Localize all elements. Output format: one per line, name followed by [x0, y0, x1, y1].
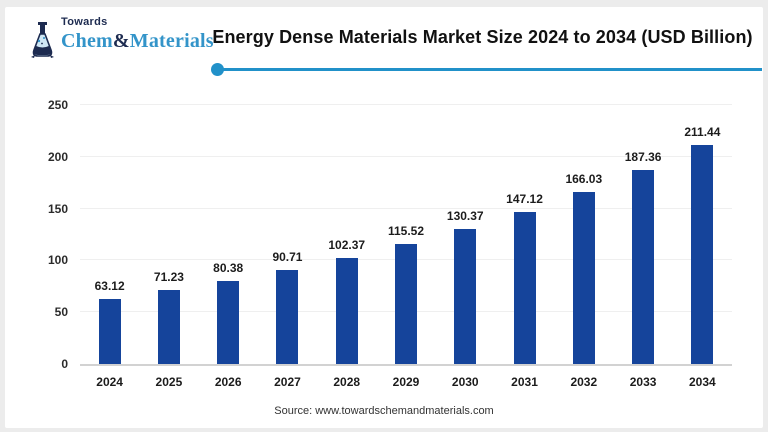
bar-value-label-2032: 166.03	[565, 171, 603, 186]
bar-2026	[217, 280, 240, 364]
bar-value-label-2027: 90.71	[272, 250, 303, 265]
logo: Towards Chem&Materials	[29, 17, 214, 60]
bar-chart-plot-area: 63.12 71.23 80.38 90.71 102.37 115.52 130.37 14…	[80, 104, 732, 366]
bar-2034	[691, 144, 714, 364]
bar-value-label-2033: 187.36	[624, 149, 662, 164]
x-tick-label-2033: 2033	[629, 375, 657, 389]
x-tick-label-2027: 2027	[274, 375, 301, 389]
chart-card: Towards Chem&Materials Energy Dense Mate…	[5, 7, 763, 428]
bar-2033	[632, 169, 655, 364]
x-tick-label-2024: 2024	[96, 375, 123, 389]
y-tick-label-200: 200	[47, 149, 68, 164]
page-title: Energy Dense Materials Market Size 2024 …	[212, 27, 753, 47]
bar-value-label-2028: 102.37	[328, 237, 366, 252]
x-tick-label-2025: 2025	[155, 375, 183, 389]
logo-text: Towards Chem&Materials	[61, 16, 214, 52]
gridline-250	[80, 104, 732, 105]
bar-value-label-2026: 80.38	[213, 260, 244, 275]
logo-brand-amp: &	[112, 30, 130, 52]
x-tick-label-2032: 2032	[570, 375, 598, 389]
x-tick-label-2034: 2034	[689, 375, 716, 389]
x-tick-label-2030: 2030	[451, 375, 479, 389]
bar-2025	[157, 290, 180, 364]
bar-2027	[276, 270, 299, 364]
x-tick-label-2026: 2026	[214, 375, 242, 389]
bar-value-label-2031: 147.12	[506, 191, 543, 206]
y-tick-label-100: 100	[47, 253, 68, 268]
x-tick-label-2028: 2028	[333, 375, 361, 389]
gridline-150	[80, 207, 732, 209]
logo-brand-materials: Materials	[129, 30, 214, 52]
logo-towards: Towards	[61, 16, 108, 28]
bar-2028	[335, 257, 358, 364]
bar-value-label-2034: 211.44	[684, 124, 721, 139]
x-tick-label-2031: 2031	[511, 375, 538, 389]
accent-line	[218, 68, 762, 71]
bar-value-label-2029: 115.52	[387, 224, 425, 239]
bar-2029	[395, 244, 417, 364]
y-tick-label-50: 50	[54, 305, 68, 320]
x-axis: 2024 2025 2026 2027 2028 2029 2030 2031 2032 2033…	[80, 375, 732, 393]
source-attribution: Source: www.towardschemandmaterials.com	[274, 405, 494, 417]
bar-2024	[98, 298, 121, 364]
bar-value-label-2025: 71.23	[153, 270, 184, 285]
logo-brand-chem: Chem	[61, 30, 113, 52]
y-tick-label-250: 250	[47, 98, 68, 112]
accent-dot	[211, 63, 224, 76]
flask-icon	[31, 22, 54, 58]
bar-2031	[513, 211, 536, 364]
gridline-200	[80, 155, 732, 157]
y-tick-label-0: 0	[61, 357, 68, 371]
logo-brand: Chem&Materials	[61, 31, 214, 51]
bar-value-label-2030: 130.37	[446, 208, 484, 223]
y-tick-label-150: 150	[47, 201, 68, 216]
x-tick-label-2029: 2029	[392, 375, 420, 389]
bar-2032	[572, 192, 595, 364]
bar-value-label-2024: 63.12	[94, 278, 125, 293]
bar-2030	[454, 228, 477, 364]
y-axis: 0 50 100 150 200 250	[23, 98, 68, 371]
